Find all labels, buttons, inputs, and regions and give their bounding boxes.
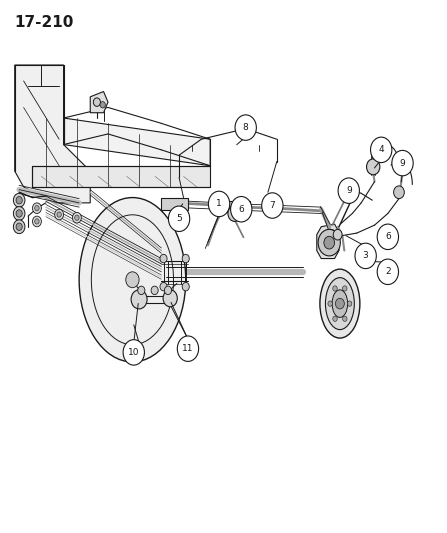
Circle shape xyxy=(328,301,332,306)
Circle shape xyxy=(177,336,198,361)
Polygon shape xyxy=(15,65,90,203)
Circle shape xyxy=(392,150,413,176)
Circle shape xyxy=(231,197,252,222)
Circle shape xyxy=(57,212,61,217)
Text: 9: 9 xyxy=(346,186,352,195)
Circle shape xyxy=(261,193,283,218)
Circle shape xyxy=(13,193,25,207)
Text: 7: 7 xyxy=(270,201,275,210)
Circle shape xyxy=(131,290,147,309)
Circle shape xyxy=(324,236,334,249)
Polygon shape xyxy=(90,92,108,113)
Circle shape xyxy=(318,229,340,256)
Circle shape xyxy=(342,316,347,321)
Circle shape xyxy=(151,286,158,295)
Circle shape xyxy=(13,220,25,233)
Circle shape xyxy=(228,206,241,221)
Circle shape xyxy=(33,216,42,227)
Text: 6: 6 xyxy=(385,232,391,241)
Circle shape xyxy=(347,301,352,306)
Circle shape xyxy=(35,206,39,211)
Circle shape xyxy=(377,259,399,285)
Text: 5: 5 xyxy=(176,214,182,223)
Circle shape xyxy=(335,298,344,309)
Circle shape xyxy=(35,219,39,224)
Circle shape xyxy=(16,210,22,217)
Circle shape xyxy=(208,191,230,216)
Text: 8: 8 xyxy=(243,123,249,132)
Circle shape xyxy=(100,102,105,108)
Circle shape xyxy=(163,290,177,307)
Circle shape xyxy=(160,254,167,263)
Circle shape xyxy=(75,215,79,220)
Circle shape xyxy=(138,286,145,295)
Ellipse shape xyxy=(332,290,348,317)
Circle shape xyxy=(355,243,376,269)
Circle shape xyxy=(123,340,144,365)
Polygon shape xyxy=(224,201,250,213)
Polygon shape xyxy=(161,198,188,210)
Circle shape xyxy=(93,98,101,107)
Circle shape xyxy=(182,282,189,291)
Text: 1: 1 xyxy=(216,199,222,208)
Circle shape xyxy=(33,203,42,214)
Circle shape xyxy=(333,229,342,240)
Circle shape xyxy=(367,159,380,175)
Circle shape xyxy=(55,209,63,220)
Circle shape xyxy=(394,186,404,199)
Ellipse shape xyxy=(320,269,360,338)
Circle shape xyxy=(342,286,347,291)
Circle shape xyxy=(235,115,257,140)
Circle shape xyxy=(333,286,337,291)
Circle shape xyxy=(160,282,167,291)
Circle shape xyxy=(169,206,190,231)
Circle shape xyxy=(126,272,139,288)
Circle shape xyxy=(16,197,22,204)
Circle shape xyxy=(333,316,337,321)
Circle shape xyxy=(72,213,81,223)
Circle shape xyxy=(338,178,359,204)
Text: 2: 2 xyxy=(385,268,391,276)
Ellipse shape xyxy=(79,198,186,362)
Circle shape xyxy=(13,207,25,220)
Circle shape xyxy=(371,137,392,163)
Circle shape xyxy=(182,254,189,263)
Circle shape xyxy=(377,224,399,249)
Polygon shape xyxy=(317,224,339,259)
Polygon shape xyxy=(63,118,210,166)
Polygon shape xyxy=(33,166,210,187)
Text: 4: 4 xyxy=(379,146,384,155)
Text: 10: 10 xyxy=(128,348,139,357)
Text: 6: 6 xyxy=(238,205,244,214)
Text: 9: 9 xyxy=(400,159,405,167)
Text: 3: 3 xyxy=(363,252,368,261)
Text: 11: 11 xyxy=(182,344,194,353)
Ellipse shape xyxy=(325,278,354,329)
Circle shape xyxy=(164,286,172,295)
Text: 17-210: 17-210 xyxy=(15,14,74,30)
Circle shape xyxy=(16,223,22,230)
